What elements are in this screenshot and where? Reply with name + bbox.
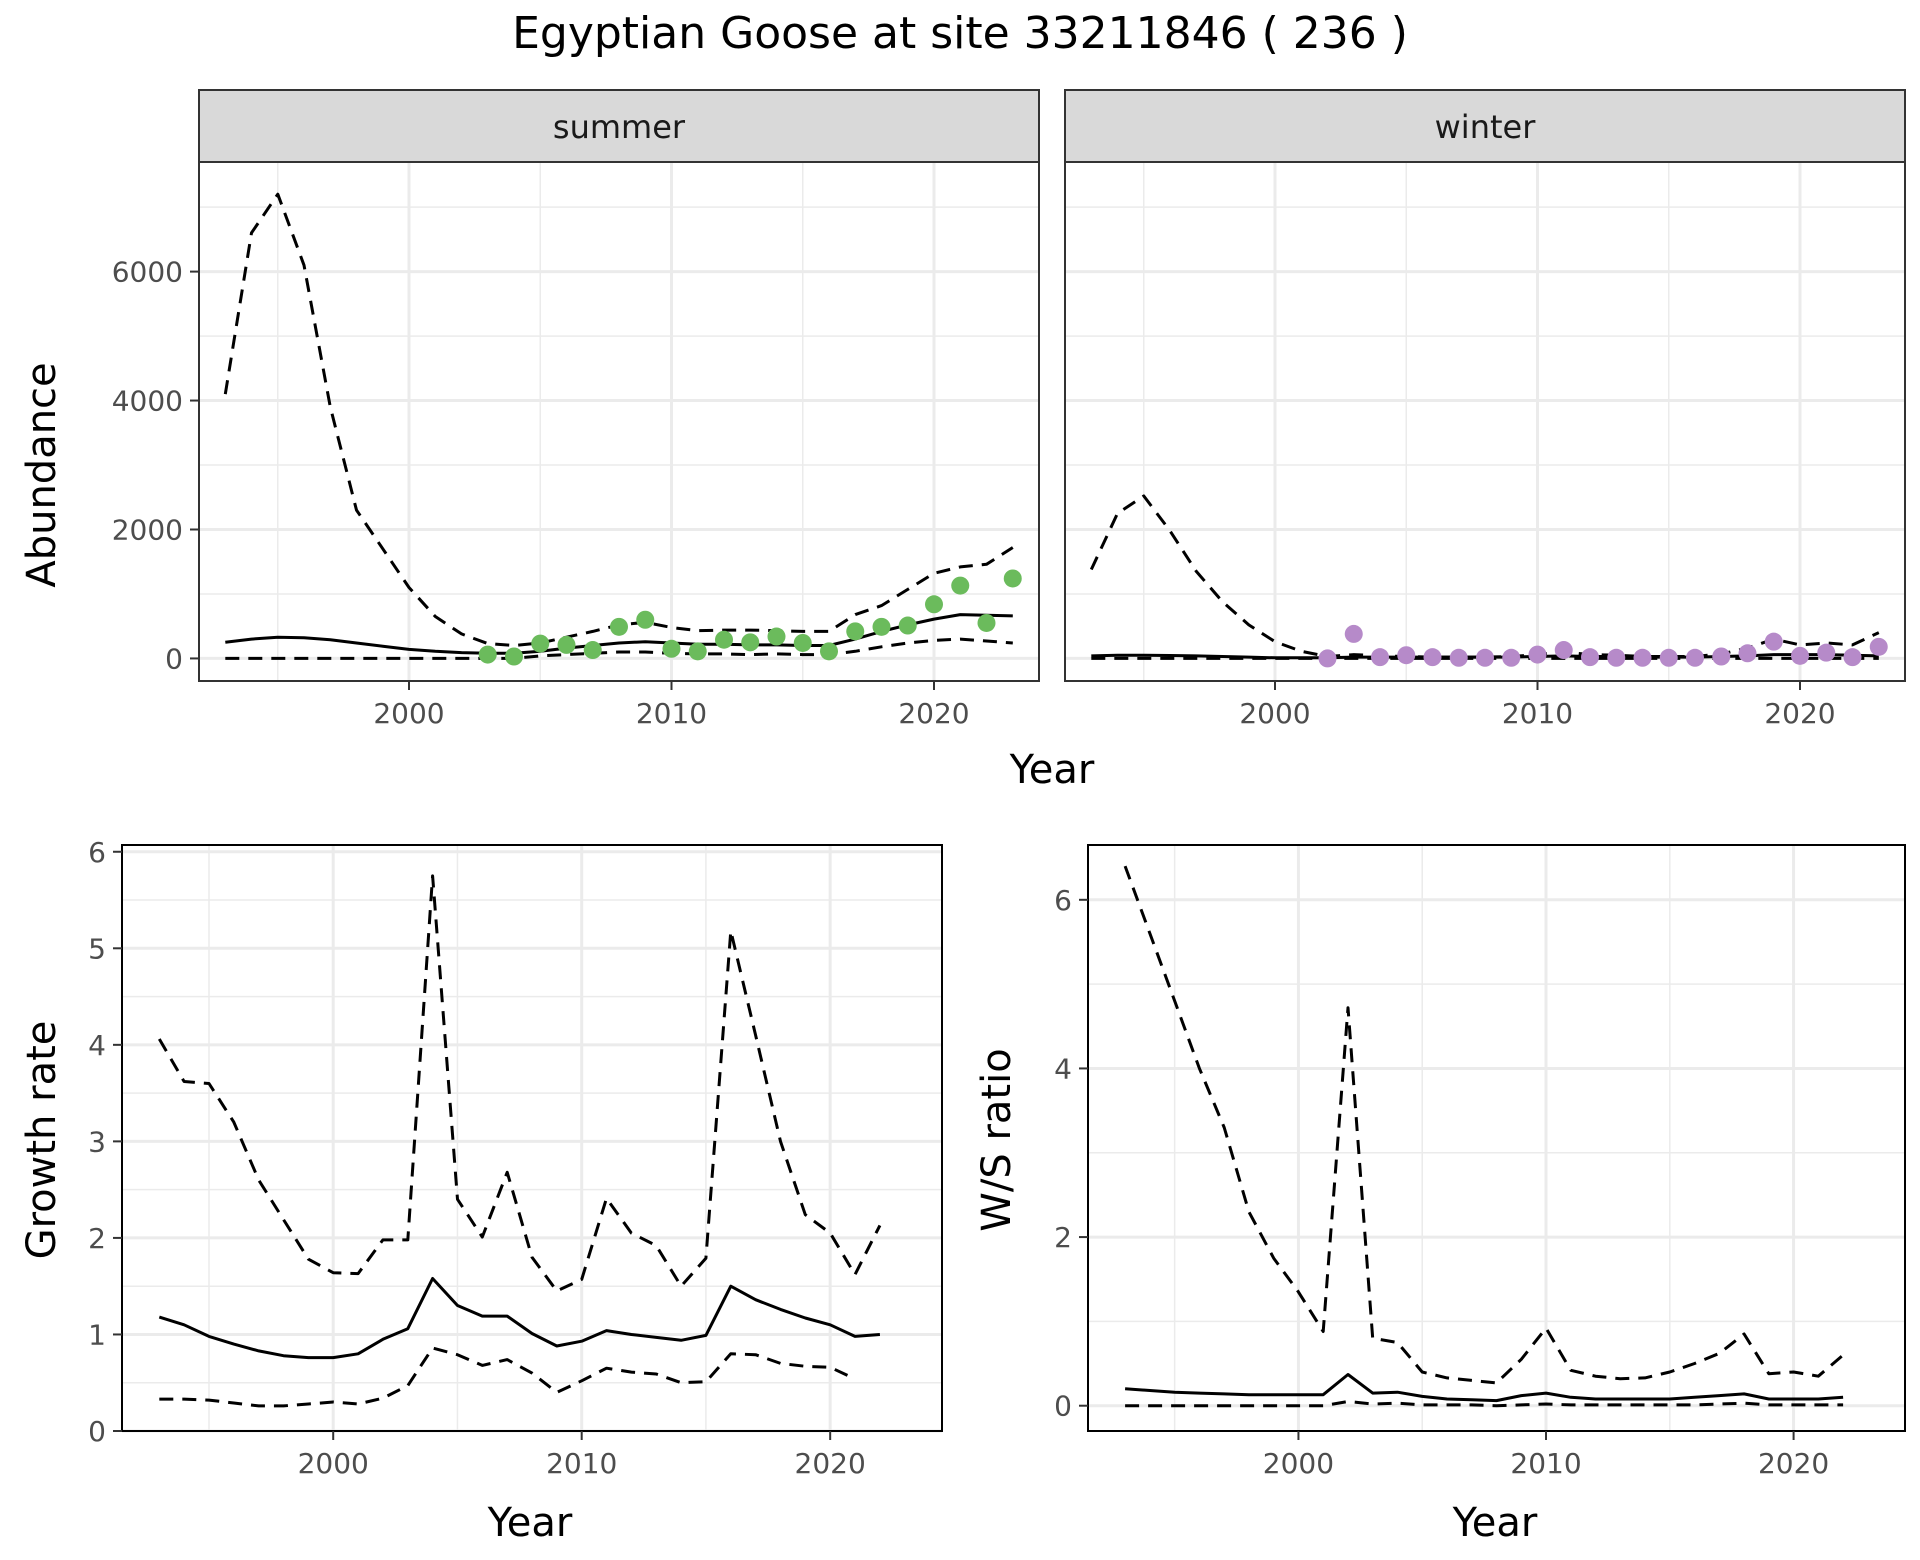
summer-data-point [741,633,760,652]
winter-x-tick-label: 2010 [1502,697,1573,730]
growth-y-tick-label: 2 [88,1222,106,1255]
winter-data-point [1344,624,1363,643]
summer-y-tick-label: 2000 [112,513,183,546]
summer-data-point [925,595,943,614]
winter-data-point [1476,648,1494,667]
panel-summer-abundance: 2000 2010 2020 0 2000 4000 6000 [112,161,1040,730]
top-x-axis-title: Year [1009,747,1095,793]
growth-series-upper-line [158,874,882,1293]
summer-data-point [793,633,812,652]
winter-data-point [1528,645,1547,664]
winter-data-point [1817,643,1836,662]
panel-winter-abundance: 2000 2010 2020 [1064,161,1906,730]
summer-data-point [977,613,996,632]
winter-plot-background [1065,162,1905,681]
winter-data-point [1764,632,1783,651]
ratio-series-lower-line [1125,1400,1844,1408]
ratio-x-tick-label: 2000 [1263,1447,1334,1480]
growth-y-tick-label: 6 [88,836,106,869]
growth-y-tick-label: 5 [88,932,106,965]
summer-data-point [846,622,865,641]
growth-x-tick-label: 2000 [298,1447,369,1480]
winter-data-point [1869,637,1888,656]
ratio-y-tick-label: 6 [1054,884,1072,917]
winter-data-point [1554,641,1573,660]
summer-series-lower-line [225,637,1013,660]
winter-data-point [1502,648,1521,667]
summer-x-tick-label: 2000 [373,697,444,730]
growth-y-tick-label: 4 [88,1029,106,1062]
ratio-y-tick-label: 4 [1054,1052,1072,1085]
summer-data-point [662,639,681,658]
summer-data-point [898,616,917,635]
summer-data-point [820,642,838,661]
winter-x-tick-label: 2020 [1764,697,1835,730]
top-y-axis-title: Abundance [19,362,65,587]
growth-series-lower-line [159,1346,856,1408]
summer-y-tick-label: 0 [165,642,183,675]
winter-data-point [1371,648,1389,667]
summer-data-point [610,617,628,636]
ratio-y-tick-label: 2 [1054,1221,1072,1254]
ratio-plot-background [1088,845,1905,1431]
ratio-series-mean-line [1124,1373,1844,1403]
summer-data-point [478,645,497,664]
winter-data-point [1581,648,1599,667]
winter-data-point [1449,648,1468,667]
winter-data-point [1712,647,1731,666]
growth-series-mean-line [158,1277,881,1360]
winter-data-point [1659,648,1678,667]
chart-title: Egyptian Goose at site 33211846 ( 236 ) [512,8,1408,59]
summer-x-tick-label: 2010 [636,697,707,730]
winter-data-point [1318,649,1337,668]
ratio-panel-border [1087,844,1906,1432]
strip-winter-label: winter [1435,108,1537,146]
summer-data-point [1003,569,1022,588]
summer-data-point [951,576,970,595]
ratio-y-tick-label: 0 [1054,1390,1072,1423]
growth-x-tick-label: 2020 [795,1447,866,1480]
summer-data-point [636,610,655,629]
winter-data-point [1738,644,1757,663]
winter-data-point [1397,646,1416,665]
growth-y-tick-label: 1 [88,1318,106,1351]
ratio-x-tick-label: 2020 [1758,1447,1829,1480]
growth-panel-border [121,844,943,1432]
ratio-series-upper-line [1123,865,1845,1385]
ratio-x-axis-title: Year [1452,1500,1538,1546]
strip-summer-label: summer [553,108,686,146]
summer-data-point [505,647,523,666]
winter-data-point [1423,648,1442,667]
panel-growth-rate: 2000 2010 2020 0 1 2 3 4 5 6 [88,836,943,1480]
summer-data-point [688,642,707,661]
ratio-x-tick-label: 2010 [1510,1447,1581,1480]
winter-data-point [1607,648,1626,667]
growth-y-tick-label: 0 [88,1415,106,1448]
growth-plot-background [122,845,942,1431]
summer-data-point [767,627,786,646]
winter-data-point [1633,648,1652,667]
summer-data-point [715,630,733,649]
summer-plot-background [199,162,1039,681]
summer-x-tick-label: 2020 [898,697,969,730]
growth-y-tick-label: 3 [88,1125,106,1158]
panel-ws-ratio: 2000 2010 2020 0 2 4 6 [1054,844,1906,1480]
summer-data-point [557,635,576,654]
summer-data-point [583,641,602,660]
strip-summer [198,89,1040,163]
summer-data-point [531,634,550,653]
growth-x-axis-title: Year [487,1500,573,1546]
strip-winter [1064,89,1906,163]
winter-data-point [1843,648,1862,667]
growth-y-axis-title: Growth rate [19,1021,65,1260]
summer-y-tick-label: 6000 [112,256,183,289]
summer-y-tick-label: 4000 [112,385,183,418]
growth-x-tick-label: 2010 [546,1447,617,1480]
winter-data-point [1686,648,1704,667]
winter-x-tick-label: 2000 [1239,697,1310,730]
winter-data-point [1791,646,1809,665]
summer-data-point [872,617,891,636]
ratio-y-axis-title: W/S ratio [974,1048,1020,1231]
